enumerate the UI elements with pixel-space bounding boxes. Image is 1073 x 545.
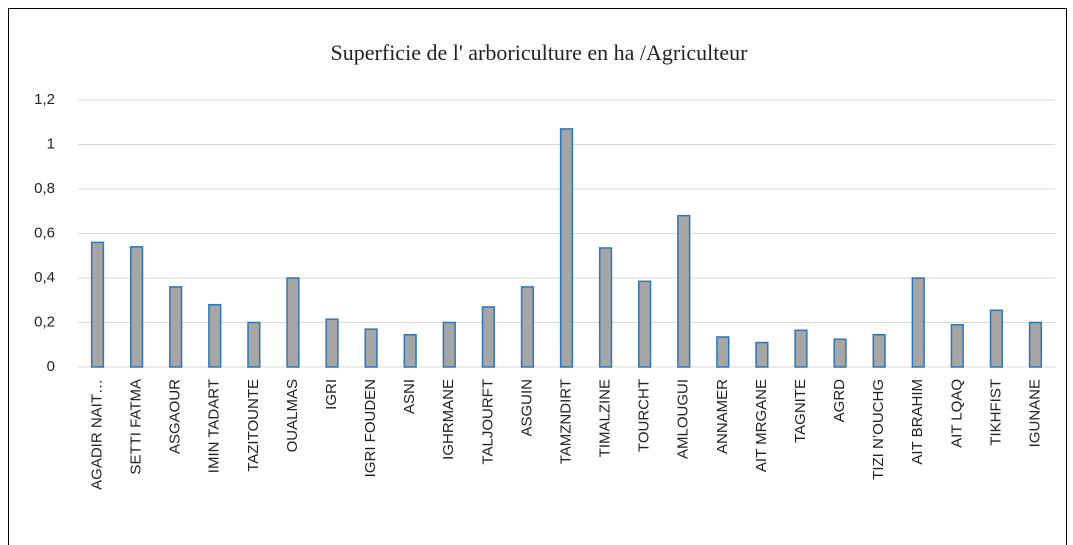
bar: [950, 323, 964, 368]
chart-title: Superficie de l' arboriculture en ha /Ag…: [331, 40, 749, 65]
bar: [520, 286, 535, 368]
x-tick-label: IGRI: [323, 379, 340, 410]
x-tick-label: TIZI N’OUCHG: [870, 379, 887, 480]
x-tick-label: TIMALZINE: [597, 379, 614, 457]
bar: [911, 277, 925, 368]
bar: [286, 277, 300, 368]
x-tick-label: TAGNITE: [792, 379, 809, 443]
bar: [794, 329, 808, 368]
bar: [364, 328, 378, 368]
x-tick-label: TAMZNDIRT: [557, 379, 574, 464]
bar: [325, 318, 339, 368]
x-tick-label: OUALMAS: [284, 379, 301, 452]
bar: [677, 214, 691, 368]
x-tick-label: TIKHFIST: [987, 379, 1004, 446]
bar: [442, 321, 456, 368]
chart-border: [8, 8, 1067, 545]
bar: [208, 303, 222, 368]
bar: [403, 333, 417, 368]
bar: [559, 128, 574, 368]
x-tick-label: IGHRMANE: [440, 379, 457, 460]
y-tick-label: 0: [47, 358, 55, 375]
bar: [481, 306, 495, 368]
x-tick-label: ASGUIN: [518, 379, 535, 437]
x-tick-label: TOURCHT: [636, 379, 653, 452]
x-tick-label: TAZITOUNTE: [245, 379, 262, 472]
bar: [130, 246, 144, 368]
x-tick-label: ANNAMER: [714, 379, 731, 454]
bar: [716, 336, 730, 368]
bar: [169, 286, 183, 368]
bar: [638, 280, 652, 368]
bar: [989, 309, 1003, 368]
x-tick-label: AMLOUGUI: [675, 379, 692, 459]
bar: [872, 333, 886, 368]
x-tick-label: IGRI FOUDEN: [362, 379, 379, 477]
y-tick-label: 0,8: [34, 180, 55, 197]
x-tick-label: AIT BRAHIM: [909, 379, 926, 465]
bar: [755, 341, 769, 368]
x-tick-label: ASGAOUR: [167, 379, 184, 454]
bar: [833, 338, 847, 368]
bar: [90, 241, 105, 368]
bar: [598, 247, 613, 368]
x-tick-label: AIT LQAQ: [948, 379, 965, 448]
x-tick-label: IMIN TADART: [206, 379, 223, 473]
y-tick-label: 1: [47, 135, 55, 152]
x-tick-label: AGRD: [831, 379, 848, 423]
y-tick-label: 0,2: [34, 313, 55, 330]
x-tick-label: TALJOURFT: [479, 379, 496, 465]
y-tick-label: 0,4: [34, 269, 55, 286]
x-tick-label: AGADIR NAIT…: [89, 379, 106, 490]
x-tick-label: ASNI: [401, 379, 418, 414]
y-tick-label: 0,6: [34, 224, 55, 241]
x-tick-label: SETTI FATMA: [128, 379, 145, 475]
x-tick-label: AIT MRGANE: [753, 379, 770, 472]
bar: [1028, 321, 1043, 368]
y-tick-label: 1,2: [34, 91, 55, 108]
x-tick-label: IGUNANE: [1026, 379, 1043, 447]
bar: [247, 321, 261, 368]
